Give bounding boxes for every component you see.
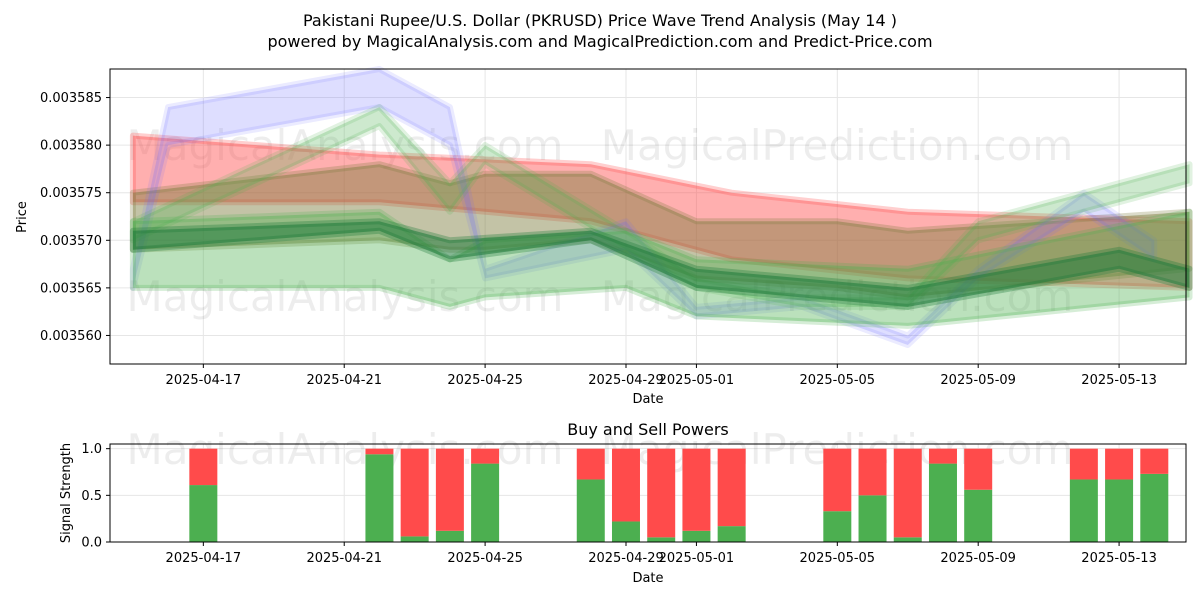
price-x-tick-label: 2025-05-01 — [659, 373, 735, 388]
watermark-analysis-top: MagicalAnalysis.com — [127, 121, 564, 170]
buy-bar — [189, 485, 218, 542]
signal-x-tick-label: 2025-05-05 — [800, 551, 876, 566]
signal-x-tick-label: 2025-04-17 — [166, 551, 242, 566]
buy-bar — [400, 536, 429, 542]
signal-y-ticks: 0.0 0.5 1.0 — [81, 442, 110, 551]
price-x-tick-label: 2025-04-17 — [166, 373, 242, 388]
price-plot-frame — [109, 68, 1187, 365]
sell-bar — [365, 448, 394, 455]
chart-subtitle: powered by MagicalAnalysis.com and Magic… — [267, 32, 932, 51]
signal-bars — [189, 448, 1169, 542]
price-x-tick-label: 2025-04-25 — [447, 373, 523, 388]
chart-title: Pakistani Rupee/U.S. Dollar (PKRUSD) Pri… — [303, 11, 897, 30]
buy-bar — [893, 537, 922, 542]
buy-bar — [928, 463, 957, 542]
buy-bar — [435, 530, 464, 542]
sell-bar — [717, 448, 746, 527]
signal-panel: Buy and Sell Powers MagicalAnalysis.com … — [59, 420, 1187, 586]
signal-x-tick-label: 2025-04-29 — [588, 551, 664, 566]
sell-bar — [928, 448, 957, 464]
signal-y-label: Signal Strength — [59, 443, 74, 543]
price-y-tick-label: 0.003575 — [40, 186, 102, 201]
price-y-tick-label: 0.003560 — [40, 329, 102, 344]
signal-x-tick-label: 2025-05-09 — [940, 551, 1016, 566]
price-band-blue — [129, 66, 1158, 348]
watermark-prediction-top: MagicalPrediction.com — [601, 121, 1074, 170]
sell-bar — [576, 448, 605, 480]
buy-bar — [1140, 473, 1169, 542]
signal-x-tick-label: 2025-04-21 — [306, 551, 382, 566]
price-y-tick-label: 0.003585 — [40, 91, 102, 106]
buy-bar — [576, 479, 605, 542]
sell-bar — [1105, 448, 1134, 480]
sell-bar — [682, 448, 711, 531]
price-y-tick-label: 0.003565 — [40, 281, 102, 296]
buy-bar — [823, 511, 852, 542]
watermark-analysis-bottom: MagicalAnalysis.com — [127, 272, 564, 321]
sell-bar — [964, 448, 993, 490]
sell-bar — [823, 448, 852, 512]
price-y-tick-label: 0.003580 — [40, 139, 102, 154]
sell-bar — [893, 448, 922, 538]
price-x-tick-label: 2025-04-29 — [588, 373, 664, 388]
price-x-tick-label: 2025-05-09 — [940, 373, 1016, 388]
price-x-tick-label: 2025-05-13 — [1081, 373, 1157, 388]
signal-x-tick-label: 2025-05-13 — [1081, 551, 1157, 566]
signal-x-tick-label: 2025-05-01 — [659, 551, 735, 566]
sell-bar — [471, 448, 500, 464]
sell-bar — [435, 448, 464, 531]
buy-bar — [611, 521, 640, 542]
buy-bar — [1069, 479, 1098, 542]
signal-x-label: Date — [632, 571, 663, 586]
signal-x-ticks: 2025-04-17 2025-04-21 2025-04-25 2025-04-29… — [166, 542, 1157, 566]
sell-bar — [1140, 448, 1169, 474]
price-y-ticks: 0.003560 0.003565 0.003570 0.003575 0.003580… — [40, 91, 110, 344]
sell-bar — [647, 448, 676, 538]
signal-x-tick-label: 2025-04-25 — [447, 551, 523, 566]
buy-bar — [647, 537, 676, 542]
buy-bar — [858, 495, 887, 542]
signal-y-tick-label: 1.0 — [81, 442, 102, 457]
price-bands — [129, 66, 1193, 348]
price-panel: MagicalAnalysis.com MagicalPrediction.co… — [15, 66, 1193, 407]
price-x-label: Date — [632, 392, 663, 407]
buy-bar — [365, 454, 394, 542]
price-x-ticks: 2025-04-17 2025-04-21 2025-04-25 2025-04-29… — [166, 364, 1157, 388]
signal-y-tick-label: 0.5 — [81, 489, 102, 504]
signal-plot-frame — [109, 443, 1187, 543]
price-band-dark-green — [129, 218, 1193, 310]
buy-bar — [1105, 479, 1134, 542]
signal-y-tick-label: 0.0 — [81, 536, 102, 551]
buy-bar — [471, 463, 500, 542]
sell-bar — [400, 448, 429, 537]
price-x-tick-label: 2025-05-05 — [800, 373, 876, 388]
sell-bar — [611, 448, 640, 522]
buy-bar — [717, 526, 746, 542]
price-y-tick-label: 0.003570 — [40, 234, 102, 249]
buy-bar — [682, 530, 711, 542]
sell-bar — [189, 448, 218, 486]
signal-title: Buy and Sell Powers — [567, 420, 729, 439]
price-y-label: Price — [15, 201, 30, 233]
price-plot-area — [110, 69, 1186, 364]
buy-bar — [964, 489, 993, 542]
price-x-tick-label: 2025-04-21 — [306, 373, 382, 388]
sell-bar — [858, 448, 887, 496]
sell-bar — [1069, 448, 1098, 480]
